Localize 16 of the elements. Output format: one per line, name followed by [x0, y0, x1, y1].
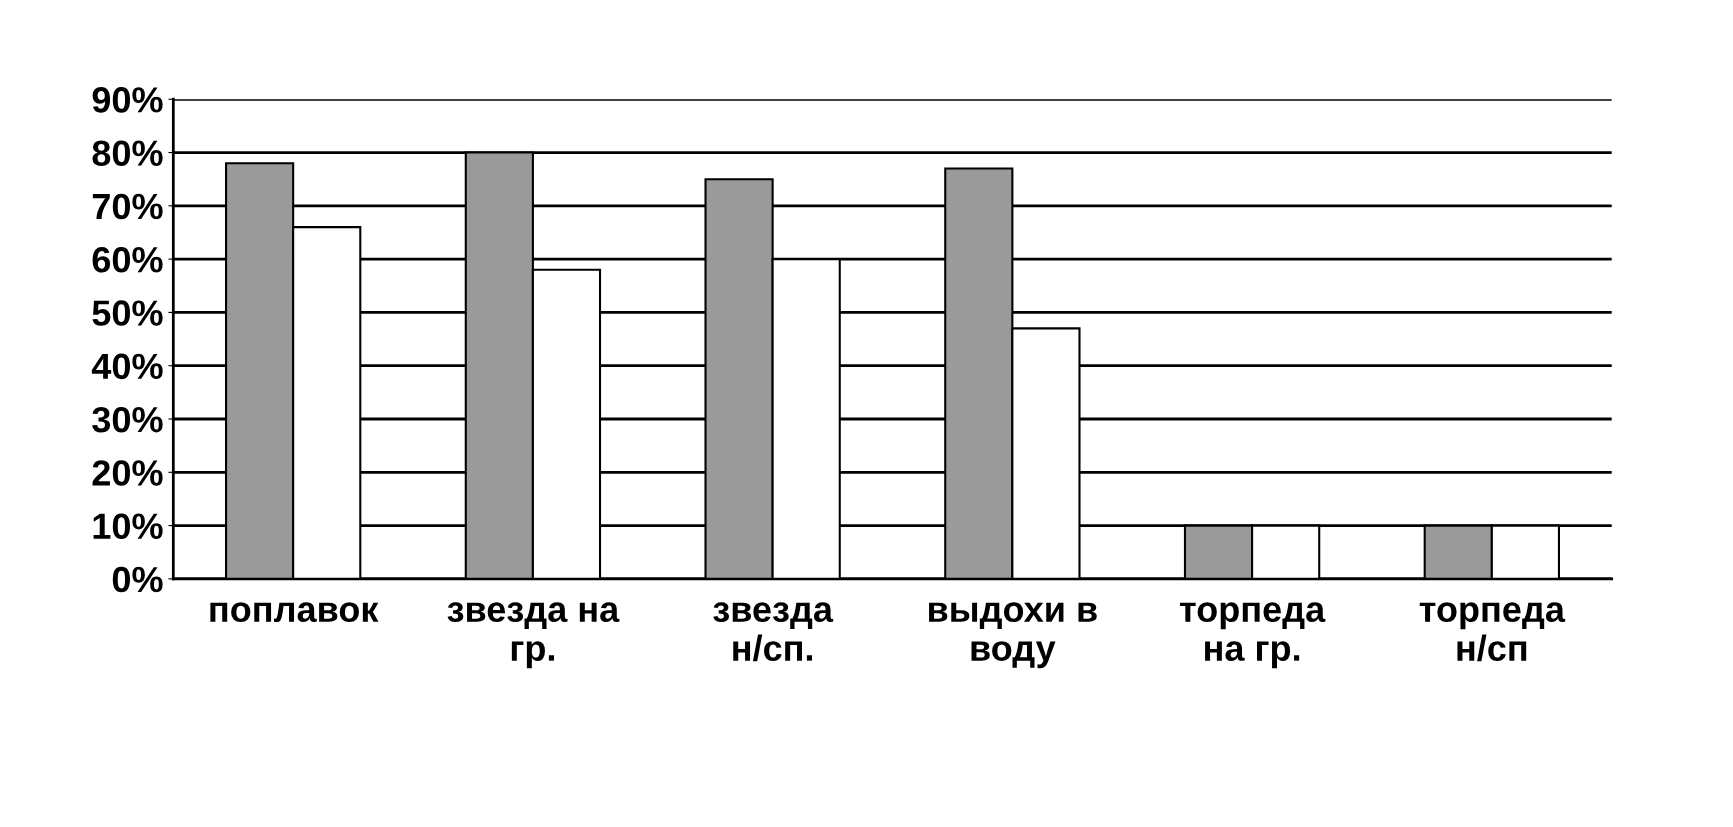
- y-tick-label: 60%: [92, 247, 163, 273]
- y-tick-label: 50%: [92, 300, 163, 326]
- y-tick-label: 40%: [91, 353, 163, 380]
- x-tick-label: поплавок: [210, 602, 379, 623]
- x-tick-label: торпеда н/сп: [1419, 602, 1566, 662]
- x-tick-label: выдохи в воду: [929, 602, 1097, 669]
- y-tick-label: 0%: [112, 566, 163, 593]
- y-tick-label: 70%: [92, 193, 163, 220]
- x-tick-label: звезда на гр.: [447, 602, 620, 669]
- y-tick-label: 10%: [93, 513, 163, 540]
- y-tick-label: 30%: [92, 406, 163, 433]
- x-tick-label: торпеда на гр.: [1180, 602, 1326, 669]
- y-tick-label: 80%: [92, 140, 163, 166]
- y-tick-label: 90%: [92, 87, 163, 113]
- y-tick-label: 20%: [92, 460, 163, 486]
- x-tick-label: звезда н/сп.: [713, 602, 834, 662]
